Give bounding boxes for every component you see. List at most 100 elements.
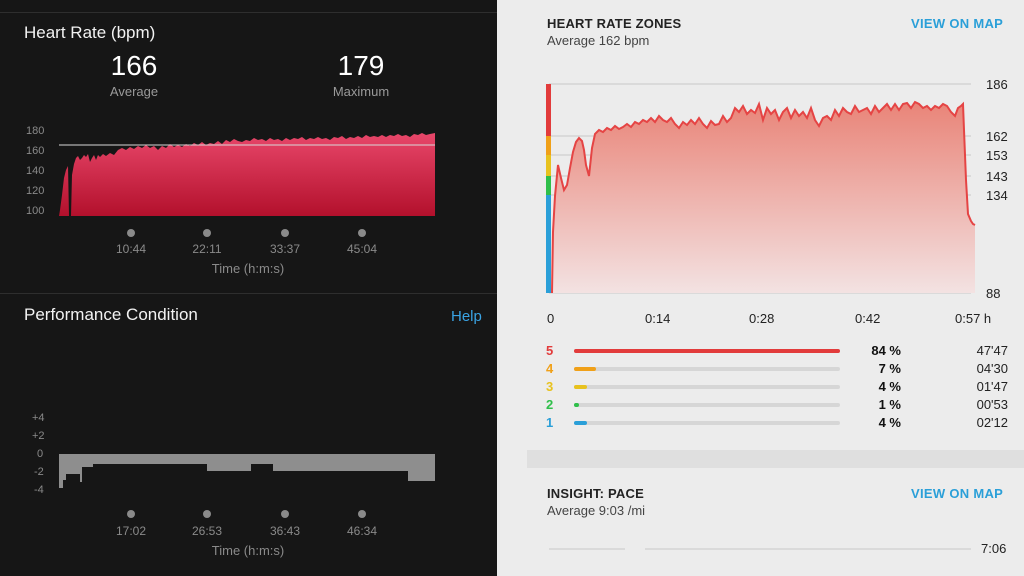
maximum-value: 179	[337, 50, 385, 81]
zones-hr-area	[552, 102, 975, 293]
perf-x-tick: 17:02	[115, 524, 147, 538]
average-value: 166	[110, 50, 158, 81]
perf-x-marker	[127, 510, 135, 518]
heart-rate-title: Heart Rate (bpm)	[24, 23, 156, 42]
zone-time: 02'12	[976, 415, 1008, 430]
zone-number: 3	[546, 379, 554, 394]
zones-y-tick: 186	[986, 77, 1008, 92]
hr-y-tick: 120	[26, 185, 45, 197]
hr-x-tick: 10:44	[115, 242, 147, 256]
zone-1-band	[546, 195, 551, 293]
heart-rate-chart	[59, 133, 435, 216]
zone-number: 5	[546, 343, 554, 358]
hr-x-tick: 45:04	[346, 242, 378, 256]
zone-4-band	[546, 136, 551, 155]
right-panel: HEART RATE ZONES Average 162 bpm VIEW ON…	[497, 0, 1024, 576]
zones-x-tick: 0:42	[855, 311, 881, 326]
zone-percent: 4 %	[878, 415, 901, 430]
view-on-map-link[interactable]: VIEW ON MAP	[911, 16, 1004, 31]
perf-x-tick: 36:43	[269, 524, 301, 538]
zones-title: HEART RATE ZONES	[547, 16, 682, 31]
maximum-label: Maximum	[332, 84, 390, 99]
zone-number: 2	[546, 397, 554, 412]
zone-bar-track	[574, 367, 840, 371]
zone-3-band	[546, 155, 551, 176]
perf-y-tick: +2	[32, 430, 45, 442]
perf-x-marker	[281, 510, 289, 518]
zones-y-tick: 153	[986, 148, 1008, 163]
zone-bar-track	[574, 349, 840, 353]
zone-number: 4	[546, 361, 554, 376]
performance-chart	[59, 454, 435, 488]
zone-time: 00'53	[976, 397, 1008, 412]
zone-percent: 1 %	[878, 397, 901, 412]
perf-x-tick: 26:53	[191, 524, 223, 538]
zones-y-tick: 162	[986, 129, 1008, 144]
hr-y-tick: 180	[26, 125, 45, 137]
zone-bar-track	[574, 385, 840, 389]
hr-x-marker	[203, 229, 211, 237]
performance-title: Performance Condition	[24, 305, 198, 324]
pace-chart-preview	[549, 548, 971, 550]
left-panel: Heart Rate (bpm) 166 Average 179 Maximum…	[0, 0, 497, 576]
perf-y-tick: +4	[32, 412, 45, 424]
perf-y-tick: -2	[34, 466, 44, 478]
zone-row: 2 1 % 00'53	[546, 397, 1010, 413]
perf-x-marker	[358, 510, 366, 518]
hr-x-axis-title: Time (h:m:s)	[211, 261, 285, 276]
zones-x-tick: 0:57 h	[955, 311, 992, 326]
hr-x-marker	[281, 229, 289, 237]
hr-y-tick: 140	[26, 165, 45, 177]
zone-2-band	[546, 176, 551, 195]
insight-title: INSIGHT: PACE	[547, 486, 644, 501]
divider	[0, 12, 497, 13]
hr-x-tick: 22:11	[192, 242, 222, 256]
zone-row: 3 4 % 01'47	[546, 379, 1010, 395]
zone-bar-fill	[574, 349, 840, 353]
zone-bar-fill	[574, 367, 596, 371]
hr-y-tick: 160	[26, 145, 45, 157]
hr-x-tick: 33:37	[269, 242, 301, 256]
performance-area	[59, 454, 435, 488]
zone-percent: 7 %	[878, 361, 901, 376]
zone-time: 47'47	[976, 343, 1008, 358]
zones-y-tick: 88	[986, 286, 1001, 301]
heart-rate-zones-chart	[546, 83, 976, 294]
zone-number: 1	[546, 415, 554, 430]
perf-y-tick: 0	[37, 448, 44, 460]
zones-x-tick: 0	[547, 311, 555, 326]
help-link[interactable]: Help	[451, 308, 482, 325]
pace-y-tick: 7:06	[981, 541, 1007, 556]
zone-row: 1 4 % 02'12	[546, 415, 1010, 431]
zone-bar-fill	[574, 421, 587, 425]
zone-5-band	[546, 84, 551, 136]
zone-bar-fill	[574, 385, 587, 389]
zone-time: 01'47	[976, 379, 1008, 394]
insight-view-on-map-link[interactable]: VIEW ON MAP	[911, 486, 1004, 501]
divider	[0, 293, 497, 294]
zone-row: 4 7 % 04'30	[546, 361, 1010, 377]
perf-x-marker	[203, 510, 211, 518]
hr-y-tick: 100	[26, 205, 45, 217]
zones-y-tick: 143	[986, 169, 1008, 184]
section-separator	[527, 450, 1024, 468]
average-label: Average	[109, 84, 159, 99]
hr-x-marker	[127, 229, 135, 237]
zone-row: 5 84 % 47'47	[546, 343, 1010, 359]
perf-x-tick: 46:34	[346, 524, 378, 538]
zone-bar-track	[574, 403, 840, 407]
zone-time: 04'30	[976, 361, 1008, 376]
zones-y-tick: 134	[986, 188, 1008, 203]
perf-y-tick: -4	[34, 484, 44, 496]
zones-x-tick: 0:14	[645, 311, 671, 326]
hr-x-marker	[358, 229, 366, 237]
heart-rate-area	[59, 133, 435, 216]
zone-bar-fill	[574, 403, 579, 407]
zone-bar-track	[574, 421, 840, 425]
zone-percent: 84 %	[871, 343, 901, 358]
zones-x-tick: 0:28	[749, 311, 775, 326]
zones-subtitle: Average 162 bpm	[547, 33, 650, 48]
insight-subtitle: Average 9:03 /mi	[547, 503, 646, 518]
perf-x-axis-title: Time (h:m:s)	[211, 543, 285, 558]
zone-percent: 4 %	[878, 379, 901, 394]
